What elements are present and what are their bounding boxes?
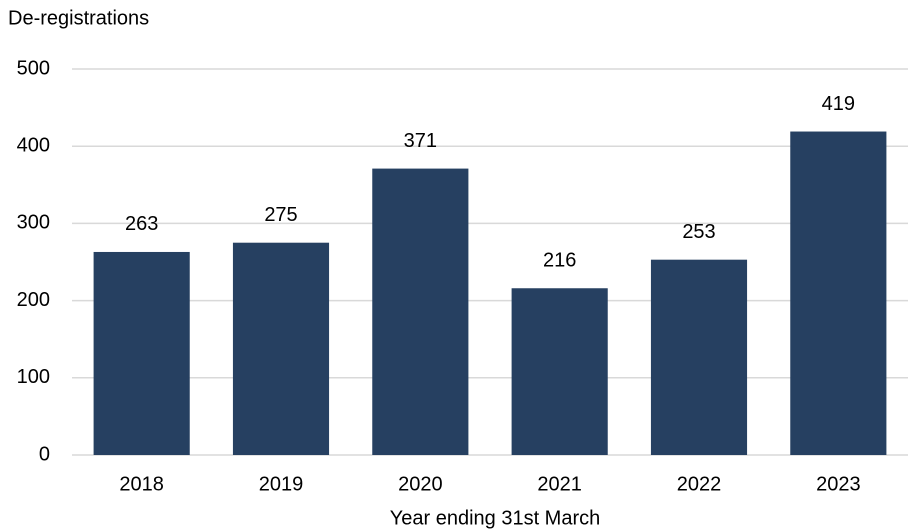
bar (790, 131, 887, 456)
y-tick-label: 100 (17, 366, 50, 388)
y-tick-label: 300 (17, 212, 50, 234)
x-tick-label: 2022 (677, 473, 722, 495)
y-tick-label: 500 (17, 57, 50, 79)
x-tick-label: 2023 (816, 473, 861, 495)
data-label: 275 (264, 204, 297, 226)
y-axis-label: De-registrations (8, 7, 149, 29)
bar (372, 168, 469, 455)
data-label: 216 (543, 250, 576, 272)
x-tick-label: 2020 (398, 473, 443, 495)
data-label: 371 (404, 130, 437, 152)
data-label: 253 (682, 221, 715, 243)
y-tick-label: 400 (17, 134, 50, 156)
data-label: 419 (822, 93, 855, 115)
bar (511, 288, 608, 455)
bar (93, 251, 190, 455)
y-tick-label: 0 (39, 443, 50, 465)
x-tick-label: 2019 (259, 473, 304, 495)
y-tick-label: 200 (17, 289, 50, 311)
x-axis-label: Year ending 31st March (390, 507, 601, 529)
bar (232, 242, 330, 455)
bar (650, 259, 748, 455)
x-tick-label: 2021 (537, 473, 582, 495)
x-tick-label: 2018 (119, 473, 164, 495)
data-label: 263 (125, 213, 158, 235)
